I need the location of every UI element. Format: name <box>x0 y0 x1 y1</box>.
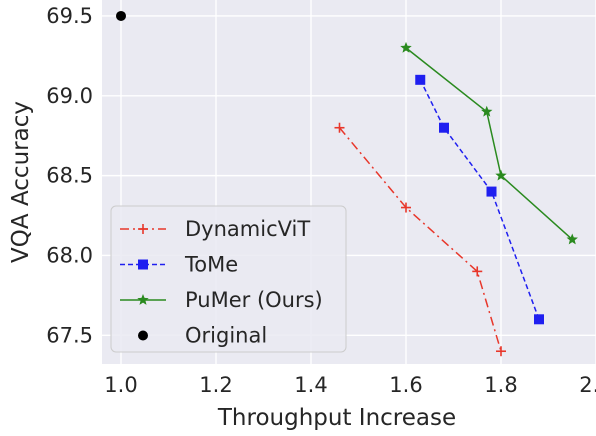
tick-labels: 1.0 1.2 1.4 1.6 1.8 2.0 67.5 68.0 68.5 69.0 69.5 <box>46 4 596 397</box>
series-line <box>338 127 502 352</box>
data-point <box>334 122 345 133</box>
x-tick-label: 2.0 <box>579 373 596 397</box>
legend-marker <box>137 294 149 305</box>
y-tick-label: 69.0 <box>46 84 93 108</box>
legend-label: DynamicViT <box>185 217 310 241</box>
data-point <box>481 105 493 117</box>
legend-box <box>110 205 347 353</box>
legend-entry: ToMe <box>120 253 238 277</box>
data-point <box>496 346 506 357</box>
legend-entry: PuMer (Ours) <box>120 288 323 312</box>
data-point <box>472 266 483 277</box>
data-point <box>400 41 412 53</box>
legend-label: Original <box>185 324 267 348</box>
y-tick-label: 68.0 <box>46 243 93 267</box>
data-point <box>495 169 507 181</box>
data-point <box>401 202 411 213</box>
series-line <box>405 47 573 241</box>
series-2 <box>400 41 578 245</box>
data-point <box>566 233 578 245</box>
data-point <box>116 10 126 21</box>
series-1 <box>415 74 544 325</box>
legend-marker <box>138 330 148 341</box>
x-tick-label: 1.0 <box>104 373 137 397</box>
x-tick-label: 1.2 <box>199 373 232 397</box>
legend-marker <box>138 224 148 234</box>
y-tick-label: 68.5 <box>46 164 93 188</box>
x-tick-label: 1.4 <box>294 373 327 397</box>
series-3 <box>116 10 126 21</box>
y-axis-label: VQA Accuracy <box>8 101 34 263</box>
y-tick-label: 67.5 <box>46 323 93 347</box>
series-layer <box>116 10 578 357</box>
legend-label: PuMer (Ours) <box>185 288 323 312</box>
legend-marker <box>138 259 148 270</box>
series-0 <box>334 122 506 357</box>
x-tick-label: 1.8 <box>484 373 517 397</box>
data-point <box>534 314 544 325</box>
y-tick-label: 69.5 <box>46 4 93 28</box>
legend-label: ToMe <box>184 253 238 277</box>
data-point <box>415 74 426 85</box>
series-line <box>419 79 540 320</box>
legend-entry: DynamicViT <box>120 217 310 241</box>
grid <box>102 0 596 364</box>
data-point <box>439 122 449 133</box>
x-axis-label: Throughput Increase <box>217 405 456 431</box>
legend: DynamicViT ToMe PuMer (Ours) Original <box>110 205 347 353</box>
data-point <box>486 186 497 197</box>
legend-entry: Original <box>138 324 267 348</box>
x-tick-label: 1.6 <box>389 373 422 397</box>
